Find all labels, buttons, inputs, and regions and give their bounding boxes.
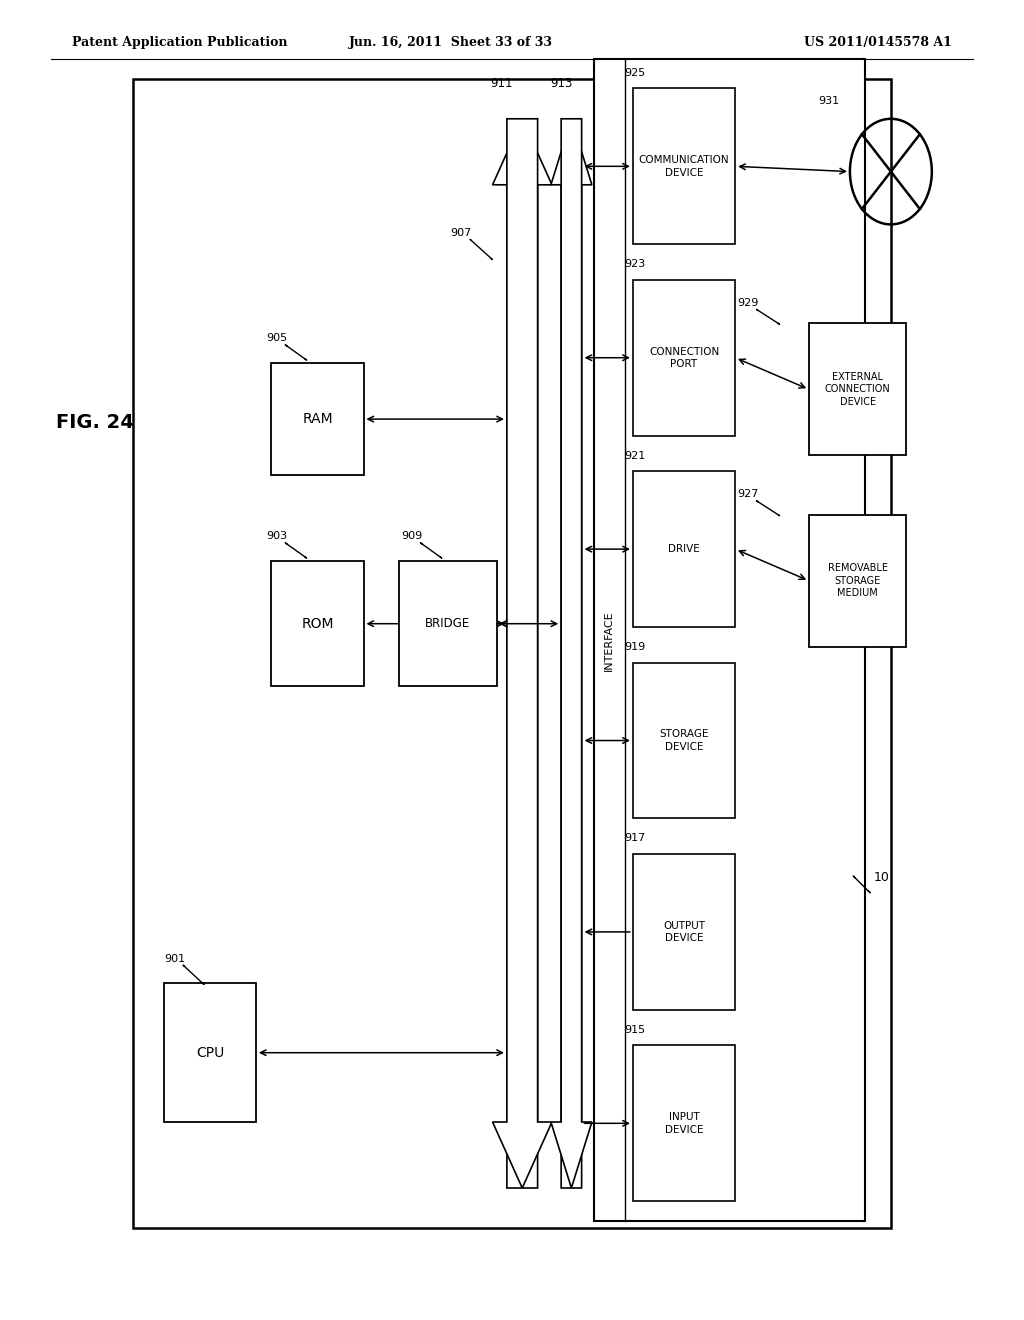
Text: INPUT
DEVICE: INPUT DEVICE — [665, 1113, 703, 1134]
Text: INTERFACE: INTERFACE — [604, 610, 614, 671]
Text: CPU: CPU — [196, 1045, 224, 1060]
Text: CONNECTION
PORT: CONNECTION PORT — [649, 347, 719, 368]
Bar — [633, 663, 735, 818]
Text: RAM: RAM — [302, 412, 333, 426]
Bar — [633, 280, 735, 436]
Text: OUTPUT
DEVICE: OUTPUT DEVICE — [663, 921, 706, 942]
FancyArrow shape — [551, 119, 592, 1188]
Text: ROM: ROM — [301, 616, 334, 631]
Text: 919: 919 — [625, 642, 646, 652]
Bar — [809, 515, 906, 647]
Text: 911: 911 — [490, 77, 513, 90]
Text: 927: 927 — [737, 488, 759, 499]
Bar — [594, 59, 865, 1221]
Bar — [633, 854, 735, 1010]
Text: 901: 901 — [164, 953, 185, 964]
Text: EXTERNAL
CONNECTION
DEVICE: EXTERNAL CONNECTION DEVICE — [824, 372, 891, 407]
Text: 923: 923 — [625, 259, 646, 269]
Text: 929: 929 — [737, 297, 759, 308]
Text: 909: 909 — [401, 531, 423, 541]
Bar — [633, 1045, 735, 1201]
Bar — [633, 88, 735, 244]
FancyArrow shape — [493, 119, 552, 1188]
Text: 915: 915 — [625, 1024, 646, 1035]
Text: DRIVE: DRIVE — [668, 544, 700, 554]
Text: COMMUNICATION
DEVICE: COMMUNICATION DEVICE — [639, 156, 729, 177]
Text: 905: 905 — [266, 333, 288, 343]
Text: 10: 10 — [873, 871, 890, 884]
Text: Patent Application Publication: Patent Application Publication — [72, 36, 287, 49]
Text: 931: 931 — [818, 95, 840, 106]
FancyArrow shape — [493, 119, 552, 1188]
Bar — [399, 561, 497, 686]
Bar — [133, 79, 891, 1228]
Bar — [809, 323, 906, 455]
Text: REMOVABLE
STORAGE
MEDIUM: REMOVABLE STORAGE MEDIUM — [827, 564, 888, 598]
Bar — [271, 363, 364, 475]
Text: US 2011/0145578 A1: US 2011/0145578 A1 — [805, 36, 952, 49]
Text: 917: 917 — [625, 833, 646, 843]
Text: 913: 913 — [550, 77, 572, 90]
Bar — [271, 561, 364, 686]
Text: 907: 907 — [451, 227, 472, 238]
Text: 903: 903 — [266, 531, 288, 541]
Bar — [164, 983, 256, 1122]
Text: STORAGE
DEVICE: STORAGE DEVICE — [659, 730, 709, 751]
Bar — [633, 471, 735, 627]
Text: BRIDGE: BRIDGE — [425, 618, 471, 630]
Text: FIG. 24: FIG. 24 — [56, 413, 134, 432]
FancyArrow shape — [551, 119, 592, 1188]
Text: 925: 925 — [625, 67, 646, 78]
Text: 921: 921 — [625, 450, 646, 461]
Text: Jun. 16, 2011  Sheet 33 of 33: Jun. 16, 2011 Sheet 33 of 33 — [348, 36, 553, 49]
